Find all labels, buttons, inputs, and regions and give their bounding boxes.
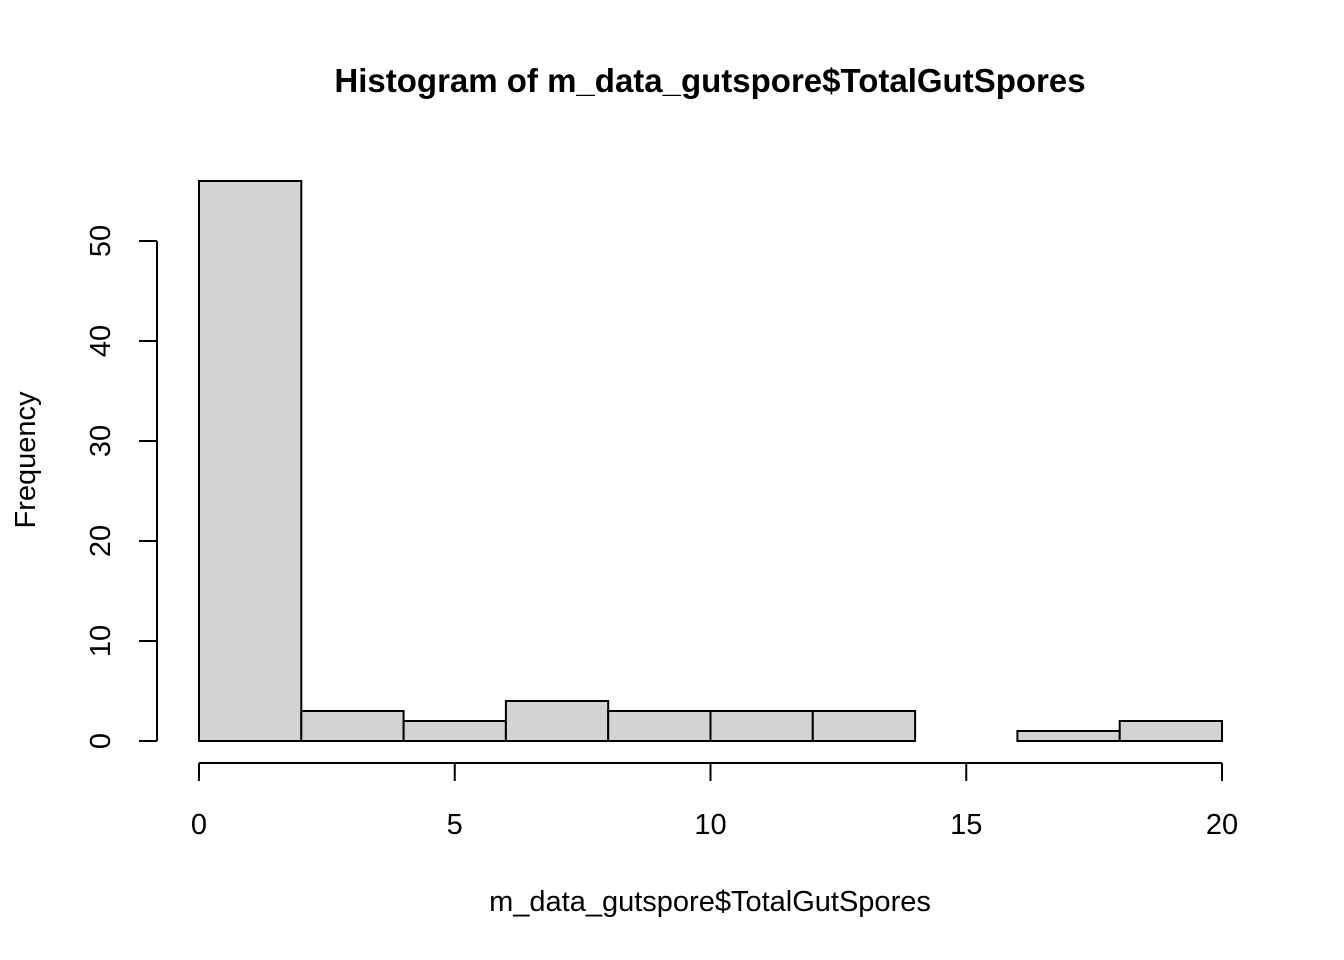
y-axis: 0 10 20 30 40 50 xyxy=(85,225,158,749)
histogram-bar-5 xyxy=(709,710,814,742)
y-tick-label-3: 30 xyxy=(85,425,117,457)
x-tick-label-1: 5 xyxy=(447,809,463,841)
histogram-bar-2 xyxy=(402,720,507,742)
y-tick-label-0: 0 xyxy=(85,733,117,749)
histogram-bar-0 xyxy=(198,180,303,742)
histogram-bar-9 xyxy=(1118,720,1223,742)
histogram-bar-4 xyxy=(607,710,712,742)
bars-group xyxy=(198,180,1223,742)
chart-title: Histogram of m_data_gutspore$TotalGutSpo… xyxy=(334,62,1085,99)
histogram-bar-3 xyxy=(504,700,610,742)
histogram-bar-1 xyxy=(300,710,405,742)
histogram-bar-6 xyxy=(811,710,917,742)
y-tick-label-4: 40 xyxy=(85,325,117,357)
x-tick-label-2: 10 xyxy=(694,809,726,841)
x-tick-label-0: 0 xyxy=(191,809,207,841)
y-tick-label-5: 50 xyxy=(85,225,117,257)
x-axis-label: m_data_gutspore$TotalGutSpores xyxy=(489,886,931,918)
histogram-bar-8 xyxy=(1016,730,1121,742)
x-tick-label-3: 15 xyxy=(950,809,982,841)
y-axis-label: Frequency xyxy=(10,391,42,529)
x-axis: 0 5 10 15 20 xyxy=(191,762,1238,841)
y-tick-label-1: 10 xyxy=(85,625,117,657)
x-tick-label-4: 20 xyxy=(1206,809,1238,841)
y-tick-label-2: 20 xyxy=(85,525,117,557)
